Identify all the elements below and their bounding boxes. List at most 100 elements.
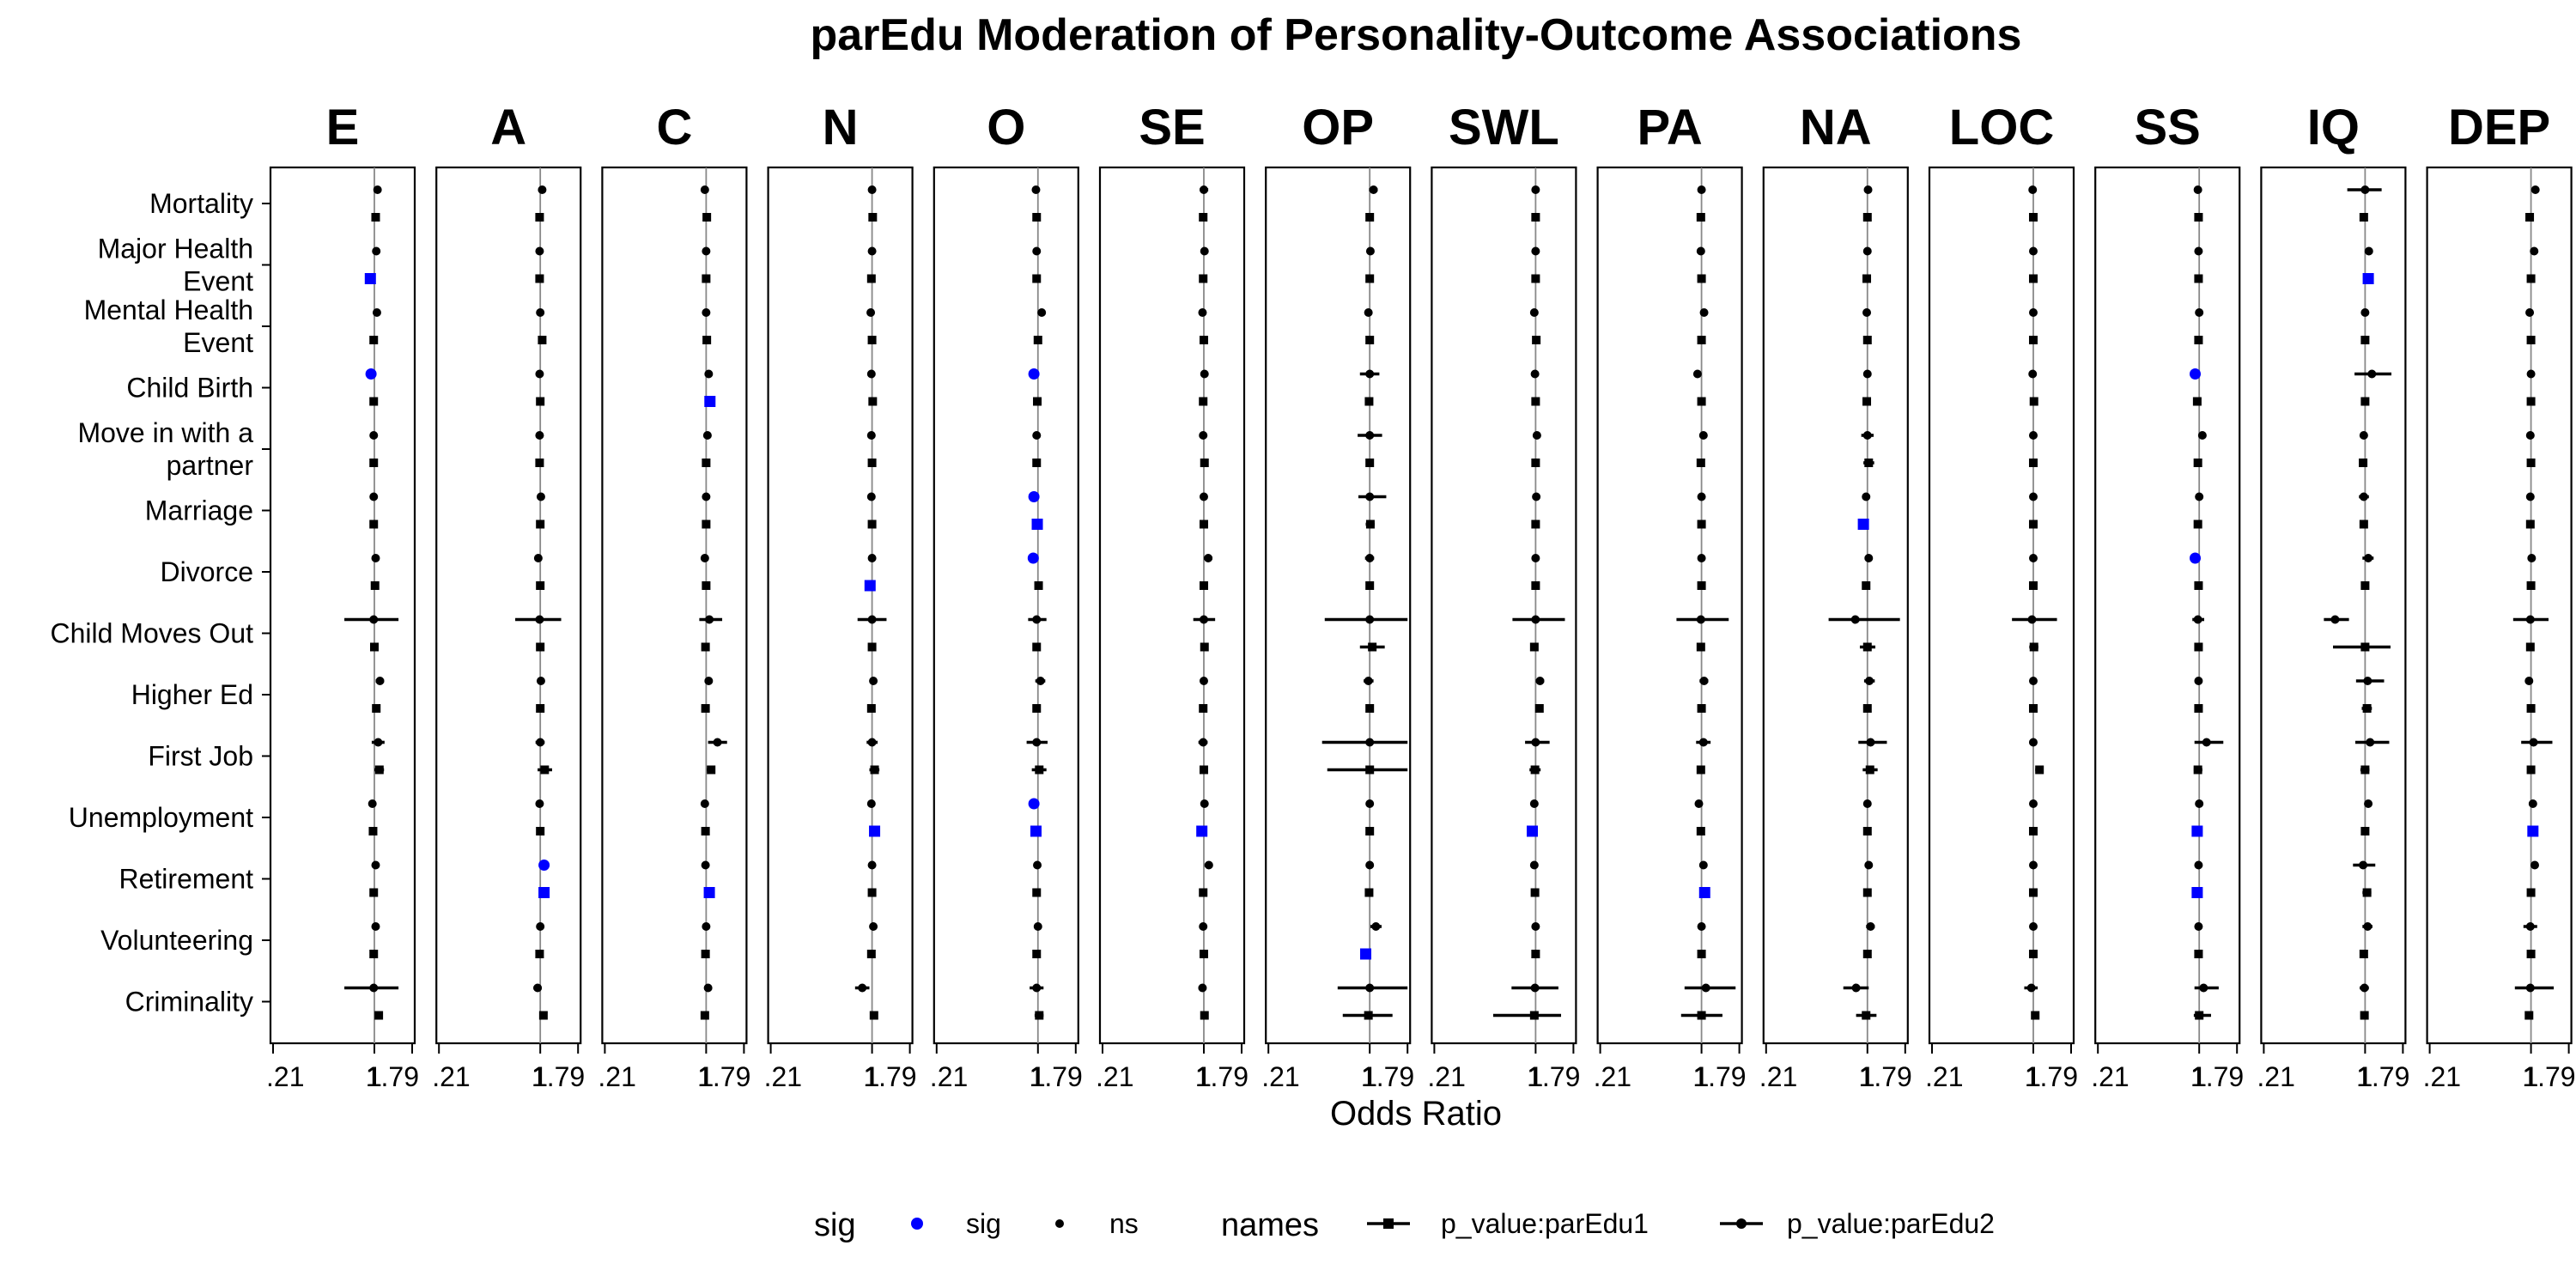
estimate-point-parEdu1 <box>369 642 379 652</box>
estimate-point-parEdu2 <box>2028 431 2038 440</box>
estimate-point-parEdu1 <box>1857 519 1869 530</box>
estimate-point-parEdu2 <box>866 799 876 808</box>
outcome-label: Move in with a partner <box>77 417 253 481</box>
estimate-point-parEdu1 <box>2028 519 2038 529</box>
estimate-point-parEdu1 <box>2362 273 2374 284</box>
estimate-point-parEdu1 <box>1531 213 1540 222</box>
estimate-point-parEdu1 <box>2028 704 2038 713</box>
estimate-point-parEdu2 <box>2525 615 2535 624</box>
estimate-point-parEdu2 <box>1864 860 1874 870</box>
estimate-point-parEdu2 <box>2530 185 2540 194</box>
estimate-point-parEdu2 <box>1204 554 1213 562</box>
estimate-point-parEdu1 <box>1530 765 1540 775</box>
estimate-point-parEdu2 <box>1036 677 1045 685</box>
estimate-point-parEdu1 <box>1030 825 1042 837</box>
estimate-point-parEdu1 <box>370 581 380 590</box>
estimate-point-parEdu2 <box>1204 860 1213 870</box>
estimate-point-parEdu1 <box>536 827 545 835</box>
estimate-point-parEdu1 <box>2029 642 2038 652</box>
estimate-point-parEdu1 <box>1698 887 1710 898</box>
estimate-point-parEdu1 <box>1696 765 1705 775</box>
estimate-point-parEdu1 <box>1364 397 1374 406</box>
estimate-point-parEdu2 <box>2364 554 2373 562</box>
panel-a: A .21 11.79 <box>432 100 585 1092</box>
estimate-point-parEdu1 <box>1697 397 1706 406</box>
estimate-point-parEdu1 <box>2359 213 2368 222</box>
panel-strip-label: N <box>823 100 859 155</box>
x-tick-label: .21 <box>2091 1061 2129 1092</box>
estimate-point-parEdu1 <box>1199 336 1208 344</box>
estimate-point-parEdu2 <box>2195 492 2204 501</box>
estimate-point-parEdu1 <box>538 1011 548 1020</box>
estimate-point-parEdu1 <box>867 642 877 652</box>
estimate-point-parEdu2 <box>867 738 877 747</box>
estimate-point-parEdu2 <box>2028 799 2038 808</box>
estimate-point-parEdu1 <box>2526 581 2536 590</box>
panel-strip-label: SS <box>2135 100 2201 155</box>
estimate-point-parEdu2 <box>2525 922 2535 931</box>
estimate-point-parEdu2 <box>1862 369 1872 379</box>
outcome-label: Criminality <box>125 987 253 1018</box>
estimate-point-parEdu2 <box>2360 185 2370 194</box>
estimate-point-parEdu1 <box>1365 459 1375 467</box>
estimate-point-parEdu1 <box>1200 642 1209 652</box>
estimate-point-parEdu2 <box>2525 492 2535 501</box>
estimate-point-parEdu2 <box>2195 308 2204 317</box>
estimate-point-parEdu1 <box>700 1011 709 1020</box>
estimate-point-parEdu1 <box>1864 459 1874 467</box>
x-tick-label: 1 <box>1196 1061 1212 1092</box>
estimate-point-parEdu1 <box>1529 1011 1539 1020</box>
estimate-point-parEdu1 <box>2525 642 2535 652</box>
estimate-point-parEdu1 <box>1032 459 1042 467</box>
panel-pa: PA .21 11.79 <box>1594 100 1747 1092</box>
estimate-point-parEdu2 <box>1199 185 1208 194</box>
estimate-point-parEdu2 <box>2028 554 2038 562</box>
estimate-point-parEdu2 <box>535 431 544 440</box>
estimate-point-parEdu2 <box>2028 308 2038 317</box>
estimate-point-parEdu1 <box>702 213 712 222</box>
estimate-point-parEdu2 <box>533 983 543 993</box>
estimate-point-parEdu1 <box>1032 642 1042 652</box>
estimate-point-parEdu1 <box>2526 888 2536 897</box>
estimate-point-parEdu2 <box>2194 922 2203 931</box>
estimate-point-parEdu1 <box>1862 274 1872 283</box>
estimate-point-parEdu2 <box>1862 492 1871 501</box>
estimate-point-parEdu2 <box>536 738 545 747</box>
estimate-point-parEdu2 <box>1365 860 1375 870</box>
estimate-point-parEdu2 <box>2530 246 2539 256</box>
estimate-point-parEdu1 <box>1696 642 1705 652</box>
estimate-point-parEdu1 <box>2028 274 2038 283</box>
estimate-point-parEdu2 <box>704 677 714 685</box>
estimate-point-parEdu2 <box>1698 738 1708 747</box>
panel-border <box>1431 166 1577 1045</box>
estimate-point-parEdu2 <box>1862 431 1872 440</box>
x-tick-label: 1.79 <box>1527 1061 1580 1092</box>
panel-strip-label: C <box>656 100 692 155</box>
estimate-point-parEdu1 <box>1032 888 1042 897</box>
outcome-label: Unemployment <box>69 802 253 833</box>
estimate-point-parEdu1 <box>2194 336 2203 344</box>
estimate-point-parEdu2 <box>1531 246 1540 256</box>
estimate-point-parEdu1 <box>2191 887 2203 898</box>
x-tick-label: .21 <box>2257 1061 2294 1092</box>
panel-border <box>1265 166 1412 1045</box>
estimate-point-parEdu2 <box>369 983 379 993</box>
estimate-point-parEdu2 <box>1531 738 1540 747</box>
estimate-point-parEdu2 <box>1028 491 1040 502</box>
estimate-point-parEdu1 <box>1196 825 1208 837</box>
estimate-point-parEdu1 <box>1862 950 1872 958</box>
estimate-point-parEdu1 <box>1199 397 1208 406</box>
panel-o: O .21 11.79 <box>930 100 1083 1092</box>
x-tick-label: .21 <box>1759 1061 1797 1092</box>
estimate-point-parEdu1 <box>2360 1011 2369 1020</box>
estimate-point-parEdu1 <box>1199 274 1208 283</box>
estimate-point-parEdu2 <box>2197 431 2207 440</box>
estimate-point-parEdu2 <box>867 615 877 624</box>
estimate-point-parEdu2 <box>1032 983 1042 993</box>
panel-border <box>435 166 582 1045</box>
estimate-point-parEdu1 <box>1862 397 1872 406</box>
estimate-point-parEdu1 <box>2526 459 2536 467</box>
estimate-point-parEdu1 <box>1862 888 1872 897</box>
estimate-point-parEdu2 <box>713 738 722 747</box>
estimate-point-parEdu2 <box>1863 185 1873 194</box>
